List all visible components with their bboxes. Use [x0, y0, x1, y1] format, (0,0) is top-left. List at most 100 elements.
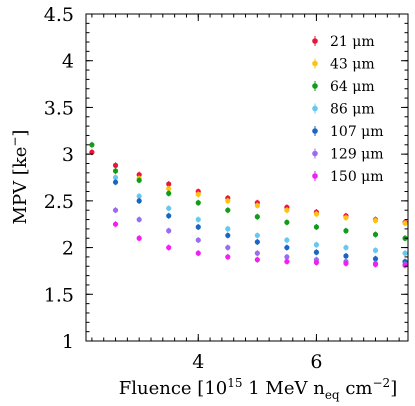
- data-point: [254, 239, 260, 245]
- legend: 21 μm 43 μm 64 μm 86 μm 107 μm 129 μm 150 μm: [312, 34, 384, 185]
- y-tick-label: 1: [62, 331, 74, 353]
- data-point: [313, 249, 320, 255]
- data-point: [166, 228, 172, 234]
- legend-entry: 150 μm: [312, 169, 384, 185]
- data-points-layer: [89, 141, 408, 269]
- data-point: [136, 177, 142, 183]
- legend-label: 107 μm: [330, 124, 384, 140]
- legend-label: 129 μm: [330, 147, 384, 163]
- data-point: [166, 244, 172, 251]
- data-point: [195, 224, 201, 230]
- y-tick-label: 3.5: [44, 97, 74, 119]
- legend-label: 21 μm: [330, 34, 375, 50]
- data-point: [284, 254, 290, 260]
- data-point: [136, 235, 142, 241]
- data-point: [254, 257, 260, 263]
- data-point: [136, 198, 142, 204]
- data-point: [195, 191, 201, 197]
- data-point: [254, 250, 260, 256]
- y-tick-label: 4: [62, 51, 74, 73]
- data-point: [225, 198, 231, 204]
- data-point: [112, 174, 119, 181]
- x-tick-label: 6: [310, 351, 322, 373]
- data-point: [313, 211, 320, 217]
- legend-marker: [312, 83, 318, 89]
- data-point: [225, 232, 231, 239]
- x-axis-title: Fluence [1015 1 MeV neq cm−2]: [119, 376, 397, 402]
- y-tick-label: 3: [62, 144, 74, 166]
- data-point: [225, 226, 231, 232]
- y-tick-label: 1.5: [44, 284, 74, 306]
- data-point: [89, 149, 95, 155]
- data-point: [402, 220, 408, 226]
- legend-marker: [312, 60, 318, 67]
- legend-label: 43 μm: [330, 57, 375, 73]
- data-point: [313, 242, 320, 248]
- legend-entry: 86 μm: [312, 102, 375, 118]
- data-point: [343, 260, 349, 267]
- legend-label: 86 μm: [330, 102, 375, 118]
- data-point: [284, 237, 290, 243]
- data-point: [254, 202, 260, 209]
- data-point: [372, 217, 379, 224]
- data-point: [313, 259, 320, 266]
- x-tick-label: 4: [192, 351, 204, 373]
- data-point: [254, 214, 260, 220]
- data-point: [195, 200, 201, 206]
- data-point: [225, 244, 231, 251]
- legend-entry: 107 μm: [312, 124, 384, 140]
- legend-label: 64 μm: [330, 79, 375, 95]
- data-point: [136, 193, 142, 199]
- data-point: [195, 216, 201, 223]
- data-point: [112, 179, 119, 185]
- data-point: [402, 262, 408, 268]
- data-point: [254, 232, 260, 239]
- series-6: [112, 221, 408, 269]
- data-point: [313, 224, 320, 230]
- legend-entry: 64 μm: [312, 79, 375, 95]
- data-point: [225, 207, 231, 213]
- data-point: [166, 213, 172, 219]
- series-5: [112, 207, 408, 268]
- data-point: [89, 142, 95, 148]
- data-point: [166, 186, 172, 192]
- plot-frame: [85, 13, 409, 342]
- data-point: [343, 228, 349, 234]
- data-point: [112, 221, 119, 227]
- legend-marker: [312, 128, 318, 134]
- data-point: [343, 253, 349, 259]
- data-point: [284, 244, 290, 251]
- data-point: [372, 247, 379, 253]
- y-tick-label: 2.5: [44, 191, 74, 213]
- series-3: [112, 174, 408, 257]
- y-tick-label: 4.5: [44, 4, 74, 26]
- data-point: [136, 216, 142, 223]
- data-point: [112, 168, 119, 174]
- legend-marker: [312, 173, 318, 179]
- data-point: [372, 256, 379, 262]
- legend-entry: 21 μm: [312, 34, 375, 50]
- data-point: [284, 258, 290, 265]
- data-point: [166, 190, 172, 196]
- ticks-layer: 1 1.5 2 2.5 3 3.5 4 4.5 4 6: [44, 4, 408, 373]
- legend-entry: 129 μm: [312, 147, 384, 163]
- data-point: [166, 205, 172, 211]
- data-point: [372, 261, 379, 267]
- data-point: [284, 207, 290, 213]
- data-point: [166, 181, 172, 187]
- data-point: [343, 244, 349, 251]
- data-point: [402, 250, 408, 256]
- legend-marker: [312, 38, 318, 44]
- legend-marker: [312, 105, 318, 112]
- data-point: [195, 250, 201, 256]
- data-point: [112, 207, 119, 213]
- legend-entry: 43 μm: [312, 57, 375, 73]
- y-axis-title: MPV [ke−]: [8, 130, 31, 225]
- data-point: [225, 254, 231, 260]
- legend-label: 150 μm: [330, 169, 384, 185]
- data-point: [372, 231, 379, 238]
- data-point: [136, 172, 142, 178]
- legend-marker: [312, 150, 318, 157]
- data-point: [343, 215, 349, 221]
